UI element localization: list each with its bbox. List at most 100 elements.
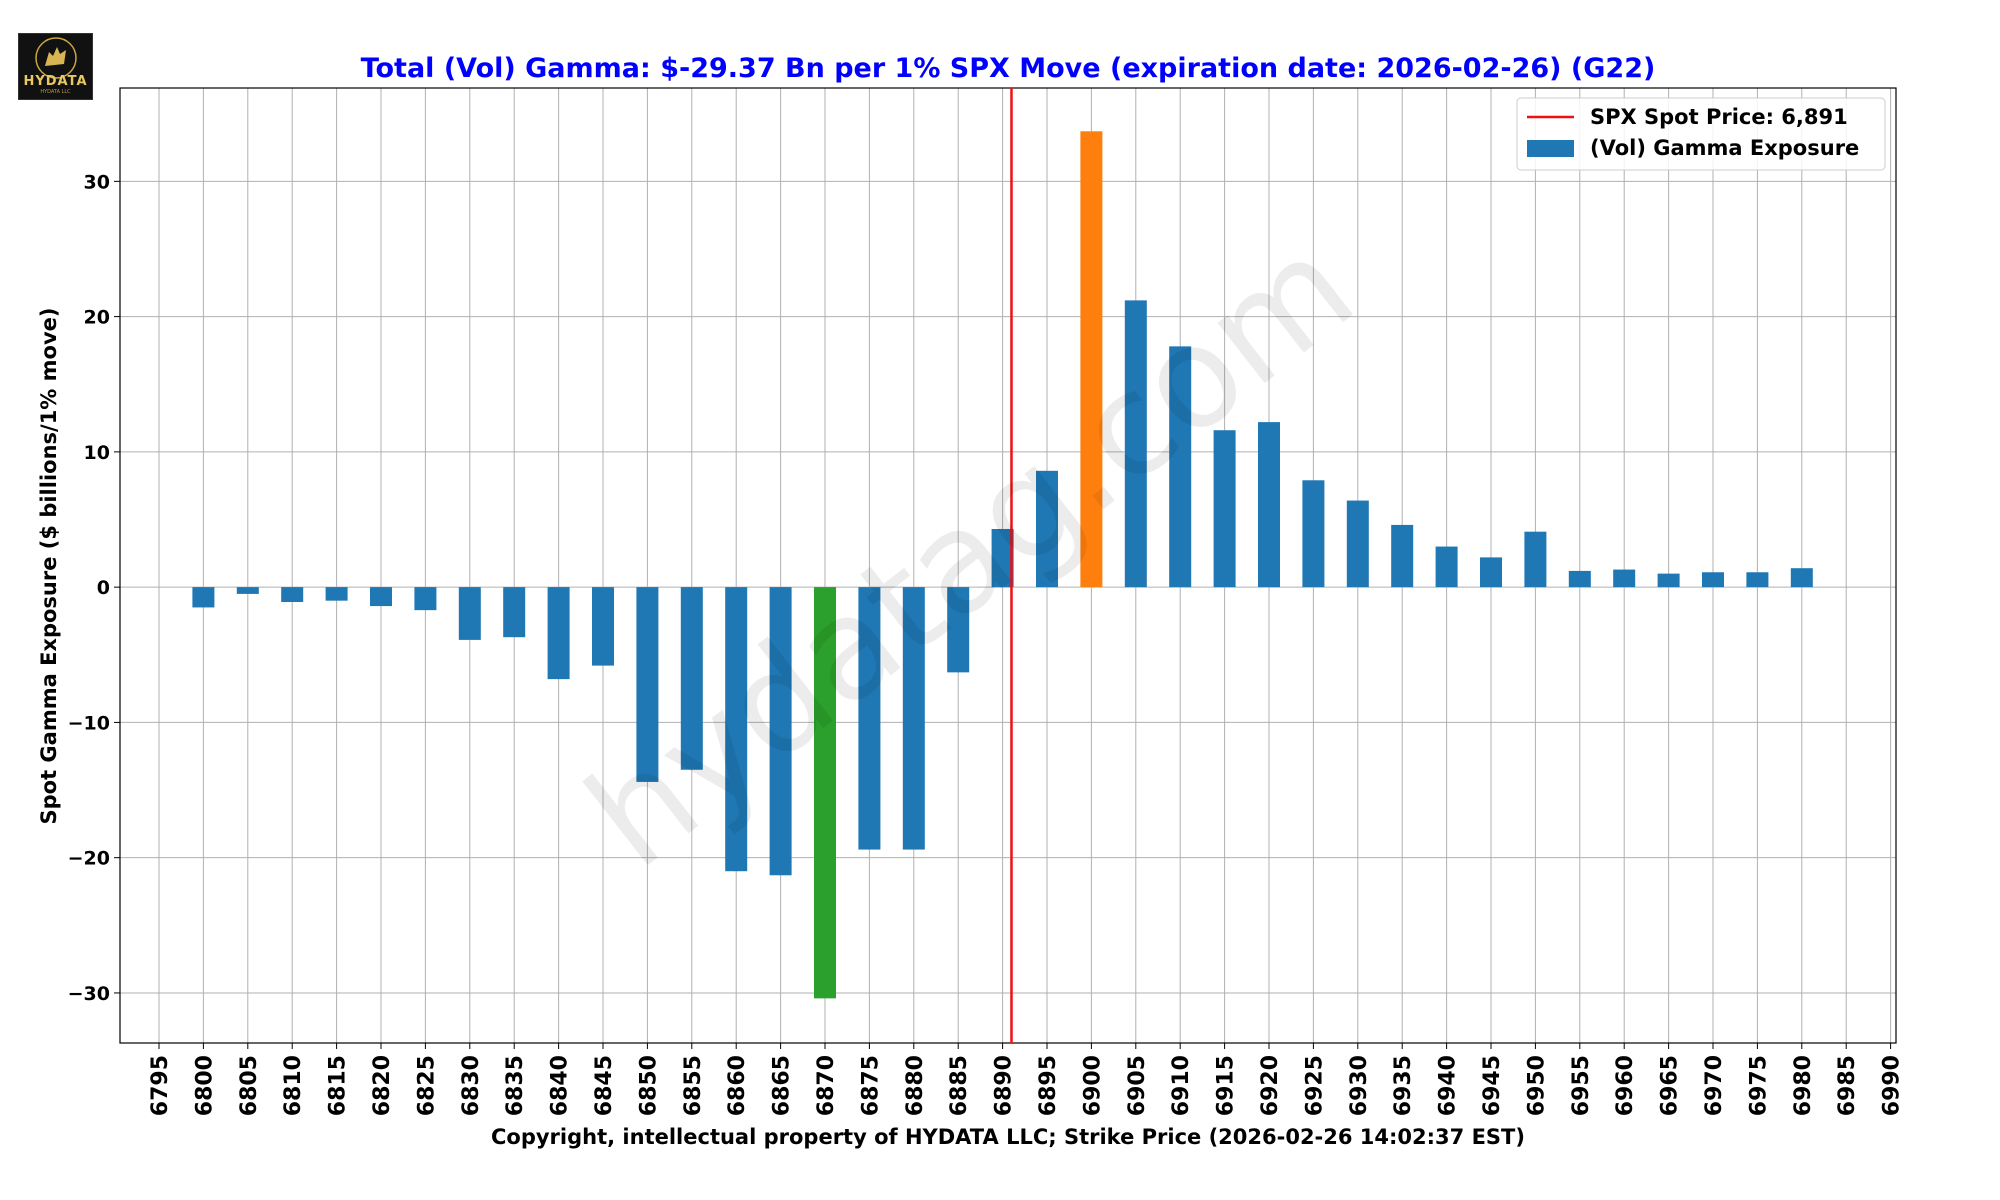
bar-6860 xyxy=(725,587,748,872)
bar-6910 xyxy=(1169,346,1192,588)
x-tick-label: 6990 xyxy=(1880,1055,1905,1116)
x-tick-label: 6960 xyxy=(1613,1055,1638,1116)
bar-6930 xyxy=(1346,500,1369,588)
x-tick-label: 6850 xyxy=(636,1055,661,1116)
x-tick-label: 6860 xyxy=(725,1055,750,1116)
x-tick-label: 6845 xyxy=(592,1055,617,1116)
x-tick-label: 6880 xyxy=(903,1055,928,1116)
bar-6925 xyxy=(1302,480,1325,588)
bar-6880 xyxy=(902,587,925,850)
x-tick-label: 6795 xyxy=(148,1055,173,1116)
legend-gamma-swatch xyxy=(1527,140,1574,157)
x-tick-label: 6925 xyxy=(1302,1055,1327,1116)
plot-frame xyxy=(119,87,1897,1044)
x-tick-label: 6890 xyxy=(992,1055,1017,1116)
x-tick-label: 6805 xyxy=(237,1055,262,1116)
bar-6905 xyxy=(1124,300,1147,588)
x-tick-label: 6835 xyxy=(503,1055,528,1116)
x-axis: 6795 6800 6805 6810 6815 6820 6825 6830 6835 6840… xyxy=(148,1043,1905,1116)
bar-6850 xyxy=(636,587,659,782)
x-tick-label: 6975 xyxy=(1746,1055,1771,1116)
x-tick-label: 6900 xyxy=(1080,1055,1105,1116)
wolf-emblem-icon xyxy=(35,37,77,79)
bar-6975 xyxy=(1746,572,1769,588)
bar-6900 xyxy=(1080,131,1103,588)
x-tick-label: 6940 xyxy=(1436,1055,1461,1116)
x-tick-label: 6820 xyxy=(370,1055,395,1116)
x-tick-label: 6865 xyxy=(770,1055,795,1116)
x-tick-label: 6815 xyxy=(326,1055,351,1116)
bar-6835 xyxy=(503,587,526,638)
bar-6980 xyxy=(1790,568,1813,588)
x-tick-label: 6915 xyxy=(1214,1055,1239,1116)
bar-6815 xyxy=(325,587,348,601)
y-tick-label: −30 xyxy=(68,983,110,1005)
x-tick-label: 6950 xyxy=(1524,1055,1549,1116)
x-tick-label: 6985 xyxy=(1835,1055,1860,1116)
x-axis-label: Copyright, intellectual property of HYDA… xyxy=(491,1125,1525,1149)
x-tick-label: 6895 xyxy=(1036,1055,1061,1116)
x-tick-label: 6875 xyxy=(858,1055,883,1116)
bar-6935 xyxy=(1391,524,1414,588)
y-axis-label: Spot Gamma Exposure ($ billions/1% move) xyxy=(37,308,61,825)
x-tick-label: 6980 xyxy=(1791,1055,1816,1116)
y-tick-label: 30 xyxy=(84,171,110,193)
y-tick-label: −10 xyxy=(68,712,110,734)
bar-6865 xyxy=(769,587,792,876)
bar-6915 xyxy=(1213,430,1236,588)
x-tick-label: 6920 xyxy=(1258,1055,1283,1116)
x-tick-label: 6965 xyxy=(1658,1055,1683,1116)
bar-6830 xyxy=(458,587,481,640)
x-tick-label: 6870 xyxy=(814,1055,839,1116)
legend: SPX Spot Price: 6,891 (Vol) Gamma Exposu… xyxy=(1516,97,1886,171)
logo-subtext: HYDATA LLC xyxy=(40,89,71,95)
chart-title: Total (Vol) Gamma: $-29.37 Bn per 1% SPX… xyxy=(361,53,1656,84)
bar-6965 xyxy=(1657,573,1680,588)
bar-6950 xyxy=(1524,531,1547,588)
x-tick-label: 6910 xyxy=(1169,1055,1194,1116)
x-tick-label: 6955 xyxy=(1569,1055,1594,1116)
x-tick-label: 6945 xyxy=(1480,1055,1505,1116)
bar-6955 xyxy=(1568,570,1591,588)
y-tick-label: −20 xyxy=(68,848,110,870)
bar-6825 xyxy=(414,587,437,611)
bar-6885 xyxy=(947,587,970,673)
bar-6805 xyxy=(236,587,259,594)
bar-6845 xyxy=(592,587,614,666)
bar-6875 xyxy=(858,587,881,850)
x-tick-label: 6855 xyxy=(681,1055,706,1116)
x-tick-label: 6885 xyxy=(947,1055,972,1116)
legend-spot-label: SPX Spot Price: 6,891 xyxy=(1590,105,1848,129)
bar-6820 xyxy=(370,587,392,607)
bar-6945 xyxy=(1480,557,1502,588)
x-tick-label: 6825 xyxy=(414,1055,439,1116)
bar-6810 xyxy=(281,587,304,603)
bars xyxy=(192,131,1813,999)
bar-6800 xyxy=(192,587,215,608)
hydata-logo: HYDATA HYDATA LLC xyxy=(18,33,93,100)
bar-6855 xyxy=(680,587,703,770)
x-tick-label: 6930 xyxy=(1347,1055,1372,1116)
legend-box xyxy=(1516,97,1886,171)
logo-text: HYDATA xyxy=(23,74,88,89)
x-tick-label: 6840 xyxy=(548,1055,573,1116)
x-tick-label: 6830 xyxy=(459,1055,484,1116)
legend-gamma-label: (Vol) Gamma Exposure xyxy=(1590,136,1859,160)
x-tick-label: 6905 xyxy=(1125,1055,1150,1116)
bar-6890 xyxy=(991,528,1014,588)
bar-6920 xyxy=(1258,422,1280,588)
x-tick-label: 6810 xyxy=(281,1055,306,1116)
bar-6895 xyxy=(1036,470,1058,588)
y-tick-label: 0 xyxy=(97,577,110,599)
y-axis: 30 20 10 0 −10 −20 −30 xyxy=(68,171,120,1005)
bar-6840 xyxy=(547,587,570,680)
bar-6970 xyxy=(1702,572,1724,588)
x-tick-label: 6935 xyxy=(1391,1055,1416,1116)
y-tick-label: 20 xyxy=(84,307,110,329)
x-tick-label: 6970 xyxy=(1702,1055,1727,1116)
bar-6940 xyxy=(1435,546,1458,588)
bar-6960 xyxy=(1613,569,1636,588)
x-tick-label: 6800 xyxy=(192,1055,217,1116)
bar-6870 xyxy=(814,587,836,999)
